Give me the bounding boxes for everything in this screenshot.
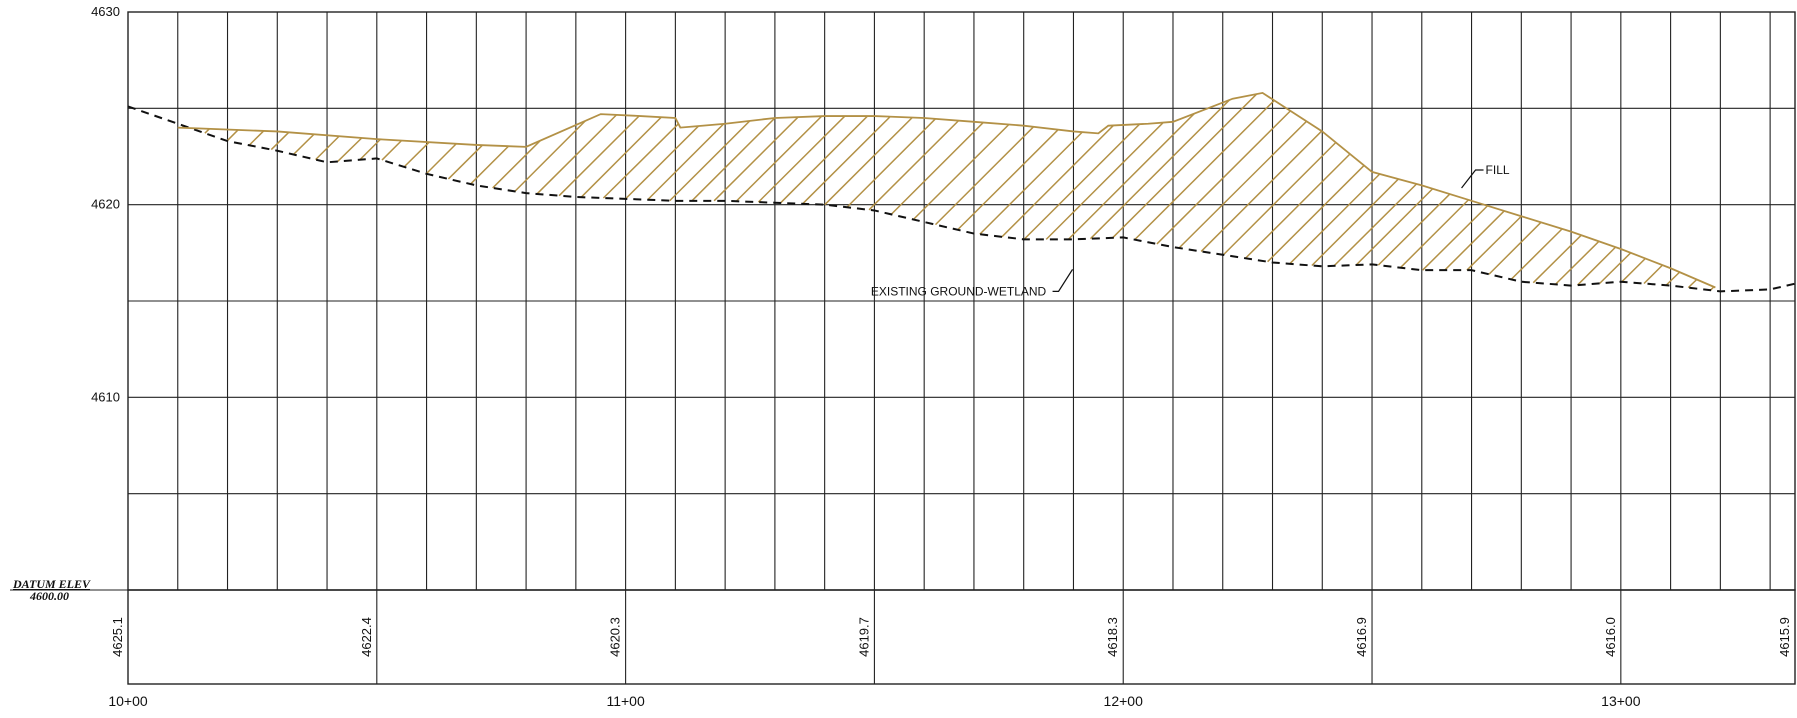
- hatch-line: [270, 131, 290, 151]
- hatch-line: [558, 115, 640, 197]
- hatch-line: [492, 140, 541, 189]
- ground-elevation-label: 4622.4: [359, 617, 374, 657]
- hatch-line: [1422, 205, 1489, 271]
- hatch-line: [1045, 122, 1164, 240]
- hatch-line: [337, 137, 363, 162]
- hatch-line: [868, 120, 960, 211]
- hatch-line: [1267, 164, 1365, 263]
- existing-ground-leader: [1052, 269, 1074, 292]
- profile-lines: [127, 91, 1796, 293]
- hatch-line: [1156, 110, 1291, 245]
- hatch-line: [1134, 99, 1275, 241]
- hatch-line: [802, 116, 891, 205]
- ground-elevation-label: 4615.9: [1777, 617, 1792, 657]
- hatch-line: [1532, 234, 1582, 284]
- hatch-line: [1023, 123, 1141, 240]
- y-tick-label: 4620: [91, 197, 120, 212]
- hatch-line: [226, 129, 239, 142]
- hatch-line: [1377, 193, 1451, 266]
- ground-elevation-label: 4620.3: [608, 617, 623, 657]
- hatch-line: [1444, 210, 1505, 271]
- hatch-line: [292, 133, 315, 156]
- hatch-line: [1621, 257, 1646, 283]
- hatch-line: [1355, 188, 1434, 266]
- hatch-line: [1577, 246, 1617, 286]
- x-tick-label: 11+00: [606, 693, 644, 709]
- hatch-line: [1222, 141, 1337, 256]
- hatch-line: [1510, 228, 1563, 280]
- x-tick-label: 10+00: [108, 693, 148, 709]
- hatch-line: [403, 141, 430, 168]
- hatch-line: [1244, 153, 1351, 259]
- hatch-line: [580, 116, 662, 198]
- existing-ground-label: EXISTING GROUND-WETLAND: [871, 284, 1047, 298]
- fill-leader: [1461, 169, 1484, 189]
- y-tick-label: 4630: [91, 4, 120, 19]
- x-tick-label: 12+00: [1104, 693, 1144, 709]
- ground-elevation-label: 4618.3: [1105, 617, 1120, 657]
- hatch-line: [381, 140, 403, 161]
- x-tick-label: 13+00: [1601, 693, 1641, 709]
- hatch-line: [957, 129, 1059, 231]
- hatch-line: [1089, 99, 1231, 240]
- hatch-line: [1488, 221, 1542, 275]
- hatch-line: [1643, 264, 1664, 285]
- hatch-line: [912, 123, 1010, 221]
- hatch-line: [1289, 173, 1381, 265]
- hatch-line: [1333, 183, 1418, 267]
- fill-hatching: [182, 93, 1715, 291]
- hatch-line: [447, 144, 483, 180]
- hatch-line: [669, 120, 751, 202]
- hatch-line: [713, 116, 799, 202]
- hatch-line: [647, 123, 725, 201]
- station-band-frame: [127, 589, 1796, 685]
- hatch-line: [315, 135, 340, 161]
- hatch-line: [602, 123, 679, 199]
- ground-elevation-label: 4616.9: [1354, 617, 1369, 657]
- hatch-line: [1311, 178, 1399, 267]
- hatch-line: [1665, 271, 1681, 286]
- hatch-line: [1399, 199, 1469, 269]
- hatch-line: [846, 118, 936, 208]
- hatch-line: [359, 138, 381, 161]
- ground-elevation-label: 4616.0: [1603, 617, 1618, 657]
- axis-labels: 4630 4620 4610 10+00 11+00 12+00 13+00 4625.1 46…: [91, 4, 1792, 709]
- y-tick-label: 4610: [91, 389, 120, 404]
- hatch-line: [1599, 252, 1632, 284]
- ground-elevation-label: 4625.1: [110, 617, 125, 657]
- hatch-line: [779, 115, 869, 204]
- hatch-line: [979, 131, 1083, 235]
- grid-lines: [10, 11, 1796, 685]
- hatch-line: [1112, 93, 1258, 239]
- fill-label: FILL: [1486, 163, 1510, 177]
- hatch-line: [757, 115, 846, 203]
- hatch-line: [1001, 124, 1114, 238]
- hatch-line: [934, 126, 1035, 226]
- hatch-line: [691, 117, 776, 202]
- hatch-line: [735, 115, 823, 202]
- hatch-line: [824, 116, 913, 206]
- hatch-line: [536, 114, 618, 195]
- hatch-line: [248, 130, 265, 146]
- datum-elev-title: DATUM ELEV: [12, 577, 91, 591]
- hatch-line: [1200, 130, 1323, 252]
- fill-profile-line: [177, 91, 1716, 289]
- hatch-line: [1067, 113, 1195, 240]
- hatch-line: [514, 120, 586, 192]
- datum-elev-value: 4600.00: [29, 589, 69, 603]
- hatch-line: [625, 125, 700, 200]
- hatch-line: [1466, 215, 1522, 271]
- hatch-line: [890, 122, 984, 215]
- hatch-line: [470, 145, 510, 185]
- hatch-line: [1687, 278, 1698, 289]
- ground-elevation-label: 4619.7: [856, 617, 871, 657]
- hatch-line: [1554, 240, 1600, 285]
- existing-ground-line: [127, 105, 1796, 293]
- hatch-line: [1178, 120, 1308, 249]
- hatch-line: [425, 143, 457, 175]
